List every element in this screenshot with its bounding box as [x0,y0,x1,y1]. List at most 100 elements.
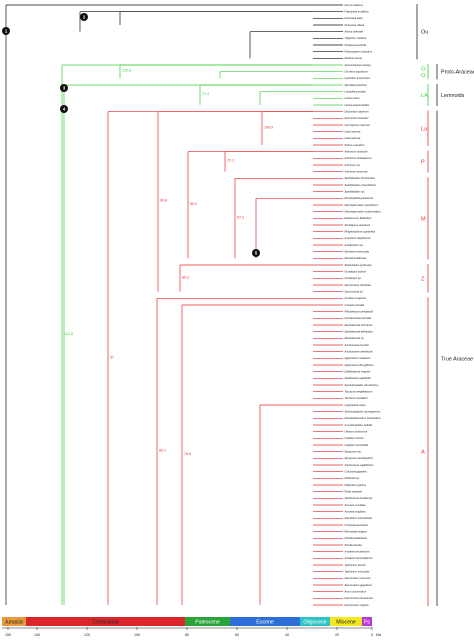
taxon-label: Dracunculus vulgaris [345,603,370,607]
taxon-label: Zamioculcas zamiifolia [344,283,372,287]
taxon-label: Anthurium amnicola [344,170,368,174]
group-label: True Araceae [441,356,473,362]
taxon-label: Remusatia vivipara [345,530,368,534]
node-marker [60,84,68,92]
subgroup-label: O [421,73,426,79]
tick-label: 80 [185,633,189,637]
tree-branches [5,4,343,606]
taxon-label: Dracontium dressleri [345,116,369,120]
tick-label: 20 [335,633,339,637]
period-label: Eocene [256,619,274,625]
taxon-label: Typhonium roxburghii [345,570,370,574]
timescale-bar: Jurassic Cretaceous Paleocene Eocene Oligoce… [2,617,381,637]
taxon-label: Schismatoglottis nicaraguensis [345,410,381,414]
period-label: Oligocene [303,619,326,625]
taxon-label: Scindapsus siamensis [345,223,371,227]
taxon-label: Xanthosoma brasiliense [344,496,373,500]
taxon-label: Triglochin maritima [345,36,367,40]
taxon-label: Dracunculus canariensis [345,596,374,600]
taxon-label: Lasia spinosa [345,136,361,140]
node-markers: 1 2 3 4 5 [2,13,260,257]
taxon-label: Colocasia gigantea [345,470,368,474]
node-value: 121.8 [64,332,73,336]
period-band [230,617,300,626]
node-marker [2,27,10,35]
taxon-label: Sauromatum venosum [345,576,372,580]
subgroup-label: A [421,450,425,456]
taxon-label: Spirodela polyrhiza [345,83,368,87]
taxon-label: Aglaonema modestum [344,356,372,360]
taxon-label: Epipremnum flavifolium [345,216,373,220]
taxon-label: Posidonia australis [345,43,367,47]
taxon-label: Dioscorea alata [345,16,364,20]
taxon-label: Aglaonema oblongifolium [344,363,375,367]
taxon-label: Amydrium zippelianum [344,236,372,240]
period-band [300,617,330,626]
taxon-label: Pinellia ternata [345,543,363,547]
period-band [185,617,230,626]
taxon-label: Stenospermation pauciflorum [345,203,380,207]
node-value: 100.9 [264,125,273,129]
taxon-label: Philodendron wendlandii [345,310,374,314]
node-value: 80.1 [159,449,166,453]
tick-label: 60 [235,633,239,637]
node-value: 97 [110,355,114,359]
taxon-label: Zantedeschia sp. [344,336,365,340]
taxon-label: Arisaema franchetianum [344,556,374,560]
taxon-label: Lemna aequinoctialis [345,103,370,107]
node-marker-label: 1 [5,29,8,34]
taxon-label: Potamogeton octandrus [345,50,373,54]
taxon-label: Anadendrum sp. [344,243,364,247]
taxon-label: Pistia stratiotes [345,490,363,494]
taxon-label: Gonatopus sp. [345,276,362,280]
taxon-label: Stenospermation multiovulatum [345,210,382,214]
subgroup-label: G [421,66,425,72]
taxon-label: Spathiphyllum floribundum [345,176,376,180]
taxon-label: Sauromatum giganteum [345,583,374,587]
node-value: 72.1 [227,159,234,163]
node-marker-label: 2 [83,15,86,20]
group-label: Lemnoids [441,93,465,99]
node-value: 80.2 [182,275,189,279]
taxon-label: Xanthosoma sagittifolium [344,463,375,467]
tick-label: 140 [34,633,40,637]
node-values: 121.8 120.8 71.4 97 99.8 100.9 90.2 72.1 57.1 80.… [64,69,273,456]
taxon-label: Homalomena pulvinata [345,316,372,320]
taxon-label: Colocasia esculenta [345,523,369,527]
taxon-label: Culcasia striolata [345,303,365,307]
subgroup-label: Z [421,276,425,282]
taxon-label: Spathicarpa sagittifolia [345,376,372,380]
node-value: 71.4 [202,92,209,96]
taxon-label: Spathiphyllum phryniifolium [345,183,377,187]
group-label: Ou [421,30,428,36]
taxon-label: Orontium aquaticum [345,70,369,74]
taxon-label: Pseudodracontium lanceolatum [345,416,382,420]
taxon-label: Steudnera colocasiifolia [345,516,373,520]
taxon-label: Pinellia pedatisecta [345,536,368,540]
taxon-label: Anthurium sp. [344,163,361,167]
taxon-label: Taccarum caudatum [345,396,369,400]
taxon-label: Alocasia longiloba [344,510,366,514]
node-marker-label: 4 [63,107,66,112]
taxon-label: Pothos scandens [345,143,366,147]
taxon-label: Alocasia cucullata [344,503,366,507]
taxon-label: Monstera deliciosa [345,256,367,260]
taxon-label: Synandrospadix vermitoxicus [345,383,379,387]
taxon-label: Rhaphidophora cryptantha [345,230,376,234]
tick-label: 40 [285,633,289,637]
node-marker-label: 3 [63,86,66,91]
taxon-label: Dracontium asperum [345,110,370,114]
axis-unit: Ma [376,633,381,637]
taxon-label: Arum concinnatum [344,590,367,594]
tick-label: 150 [5,633,11,637]
taxon-label: Cyrtosperma merkusii [345,123,371,127]
period-band [330,617,362,626]
taxon-labels: Acorus calamus Freycinetia multiflora Dios… [344,3,382,607]
taxon-label: Lemna minor [345,96,360,100]
taxon-label: Anthurium andraeanum [344,156,373,160]
node-value: 90.2 [190,202,197,206]
taxon-label: Acorus calamus [344,3,364,7]
taxon-label: Gymnostachys anceps [345,63,372,67]
period-label: Jurassic [4,619,23,625]
